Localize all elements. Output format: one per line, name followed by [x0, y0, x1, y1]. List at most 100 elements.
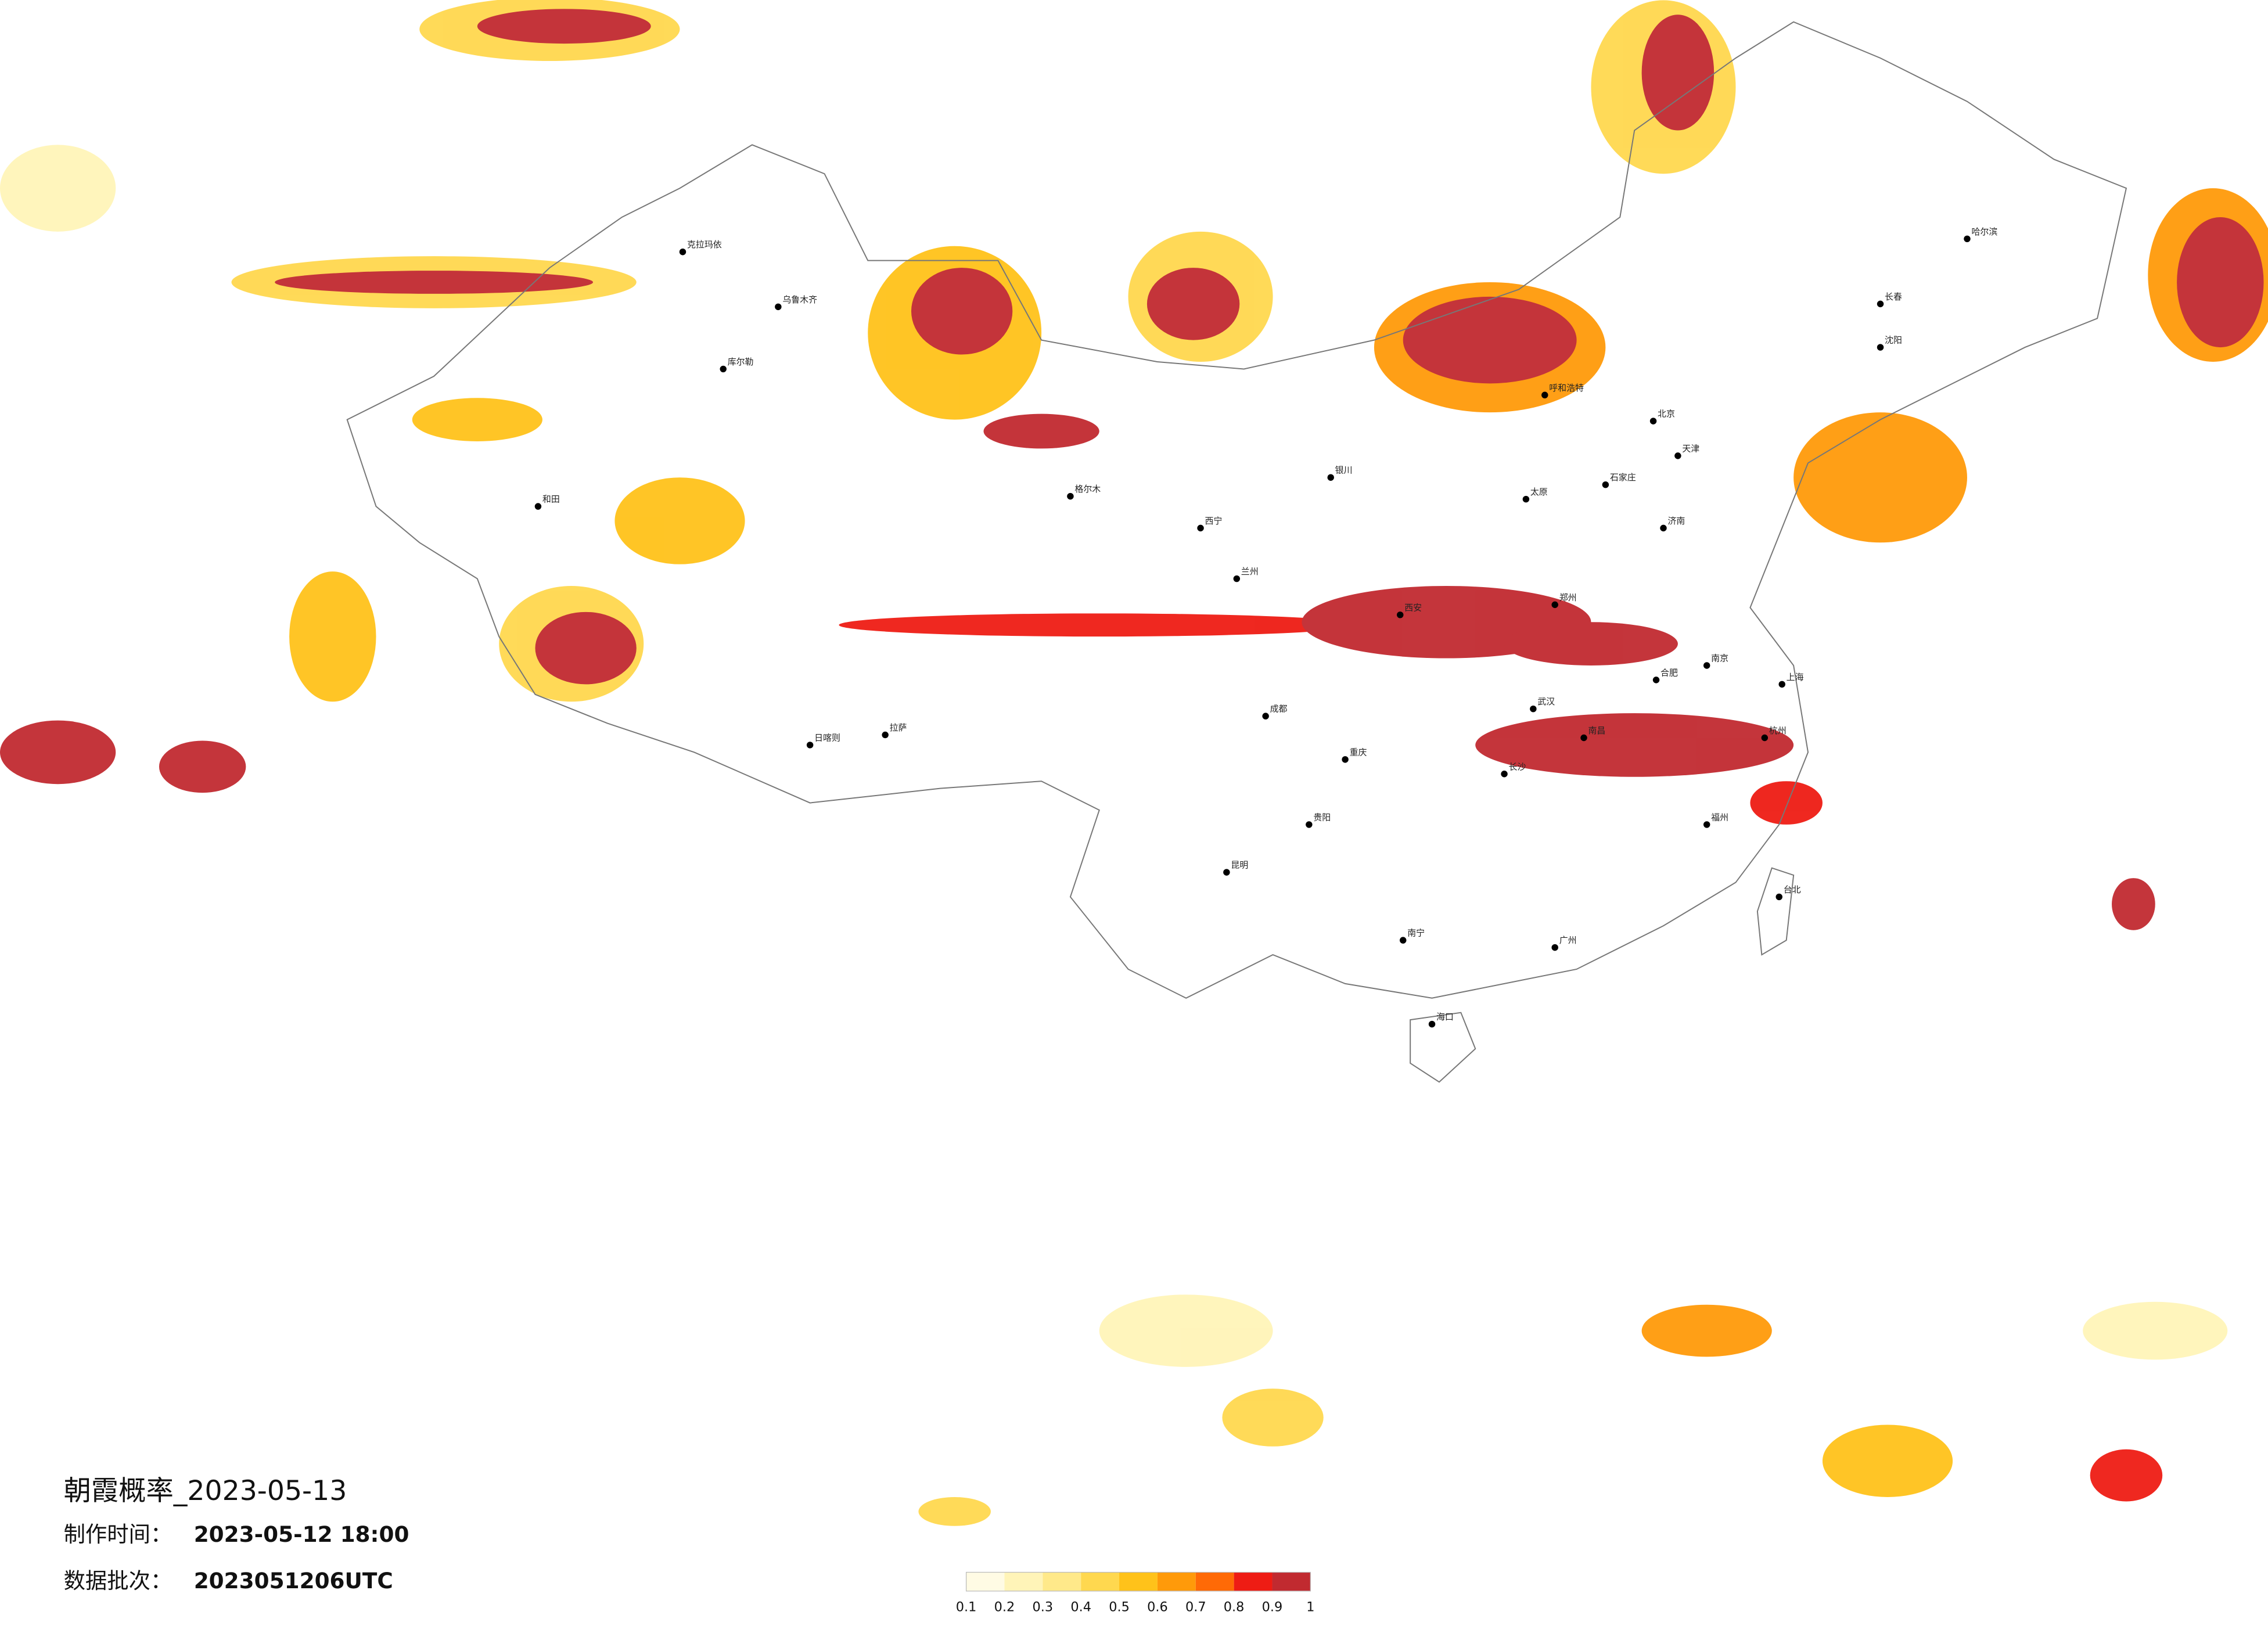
- colorbar-tick-label: 0.8: [1224, 1600, 1245, 1615]
- city-label: 西安: [1404, 602, 1422, 613]
- city-dot: [1233, 575, 1241, 582]
- city-dot: [1660, 524, 1667, 532]
- city-dot: [720, 365, 727, 373]
- city-dot: [1652, 677, 1660, 684]
- city-dot: [1197, 524, 1204, 532]
- city-dot: [1501, 771, 1508, 778]
- city-dot: [1703, 662, 1710, 669]
- city-dot: [1262, 713, 1269, 720]
- colorbar-tick-label: 0.1: [956, 1600, 977, 1615]
- colorbar-tick-label: 0.2: [994, 1600, 1015, 1615]
- city-label: 郑州: [1559, 592, 1577, 603]
- city-label: 和田: [542, 494, 560, 505]
- colorbar-tick-label: 0.3: [1033, 1600, 1054, 1615]
- city-dot: [1602, 481, 1609, 488]
- colorbar-swatch: [1272, 1572, 1311, 1591]
- city-label: 南宁: [1407, 928, 1425, 938]
- map-title: 朝霞概率_2023-05-13: [64, 1475, 347, 1507]
- colorbar-tick-label: 0.5: [1109, 1600, 1130, 1615]
- colorbar-swatch: [1081, 1572, 1120, 1591]
- city-label: 乌鲁木齐: [782, 294, 817, 305]
- city-dot: [882, 731, 889, 739]
- city-label: 南昌: [1588, 725, 1605, 736]
- colorbar-swatch: [1157, 1572, 1196, 1591]
- city-label: 银川: [1335, 465, 1353, 476]
- colorbar-swatch: [1004, 1572, 1043, 1591]
- city-dot: [775, 303, 782, 311]
- city-label: 台北: [1784, 884, 1801, 895]
- city-label: 长沙: [1509, 761, 1526, 772]
- city-dot: [1877, 300, 1884, 308]
- city-dot: [1399, 937, 1407, 944]
- info-label: 数据批次：: [64, 1568, 172, 1593]
- island-outline: [1410, 1012, 1476, 1083]
- city-label: 广州: [1559, 935, 1577, 945]
- city-label: 海口: [1436, 1012, 1454, 1022]
- colorbar-tick-label: 0.6: [1147, 1600, 1168, 1615]
- colorbar-tick-label: 0.7: [1185, 1600, 1206, 1615]
- colorbar-tick-label: 0.9: [1262, 1600, 1283, 1615]
- city-label: 长春: [1885, 292, 1902, 302]
- city-dot: [1522, 495, 1530, 503]
- info: 制作时间： 2023-05-12 18:00 数据批次： 2023051206UTC: [64, 1521, 409, 1593]
- city-label: 贵阳: [1313, 812, 1331, 822]
- city-dot: [1775, 893, 1782, 901]
- city-label: 石家庄: [1610, 472, 1636, 483]
- city-label: 库尔勒: [728, 357, 754, 367]
- city-label: 合肥: [1660, 667, 1678, 678]
- city-dot: [1541, 391, 1548, 398]
- city-label: 日喀则: [814, 732, 840, 743]
- city-label: 拉萨: [890, 722, 907, 733]
- info-label: 制作时间：: [64, 1521, 172, 1547]
- city-dot: [1342, 756, 1349, 763]
- city-dot: [1327, 474, 1334, 481]
- city-dot: [1428, 1020, 1436, 1028]
- city-label: 呼和浩特: [1549, 383, 1584, 393]
- colorbar: 0.1 0.2 0.3 0.4 0.5 0.6 0.7 0.8 0.9 1: [956, 1571, 1314, 1615]
- city-dot: [806, 742, 814, 749]
- city-dot: [1223, 869, 1230, 876]
- city-dot: [1530, 705, 1537, 713]
- city-dot: [1551, 944, 1558, 951]
- city-label: 克拉玛依: [687, 239, 722, 250]
- city-dot: [1703, 821, 1710, 828]
- probability-field: [0, 0, 2268, 1526]
- city-label: 西宁: [1205, 516, 1223, 526]
- city-dot: [1306, 821, 1313, 828]
- city-label: 太原: [1530, 487, 1548, 497]
- city-dot: [1761, 734, 1769, 742]
- colorbar-swatch: [1195, 1572, 1234, 1591]
- city-dot: [1649, 418, 1657, 425]
- city-label: 上海: [1787, 672, 1804, 682]
- colorbar-frame: [965, 1571, 1311, 1592]
- city-dot: [679, 248, 686, 256]
- city-dot: [1397, 611, 1404, 618]
- city-label: 济南: [1667, 516, 1685, 526]
- city-label: 天津: [1682, 443, 1699, 454]
- info-value: 2023-05-12 18:00: [194, 1521, 409, 1547]
- city-label: 重庆: [1350, 747, 1367, 757]
- city-label: 格尔木: [1074, 484, 1101, 494]
- city-label: 武汉: [1537, 696, 1555, 707]
- colorbar-tick-label: 1: [1306, 1600, 1314, 1615]
- city-label: 成都: [1270, 704, 1288, 714]
- colorbar-swatch: [1119, 1572, 1158, 1591]
- info-value: 2023051206UTC: [194, 1568, 393, 1593]
- city-label: 北京: [1658, 409, 1675, 419]
- colorbar-swatch: [1043, 1572, 1081, 1591]
- city-label: 南京: [1711, 653, 1728, 664]
- colorbar-swatch: [1234, 1572, 1273, 1591]
- city-label: 福州: [1711, 812, 1728, 822]
- island-outline: [1756, 867, 1795, 956]
- country-outline: [346, 21, 2127, 999]
- city-dot: [1580, 734, 1587, 742]
- city-dot: [1877, 344, 1884, 351]
- city-label: 哈尔滨: [1971, 226, 1997, 237]
- city-label: 昆明: [1231, 860, 1248, 870]
- city-dot: [1067, 492, 1074, 500]
- colorbar-swatch: [966, 1572, 1005, 1591]
- city-dot: [534, 503, 542, 510]
